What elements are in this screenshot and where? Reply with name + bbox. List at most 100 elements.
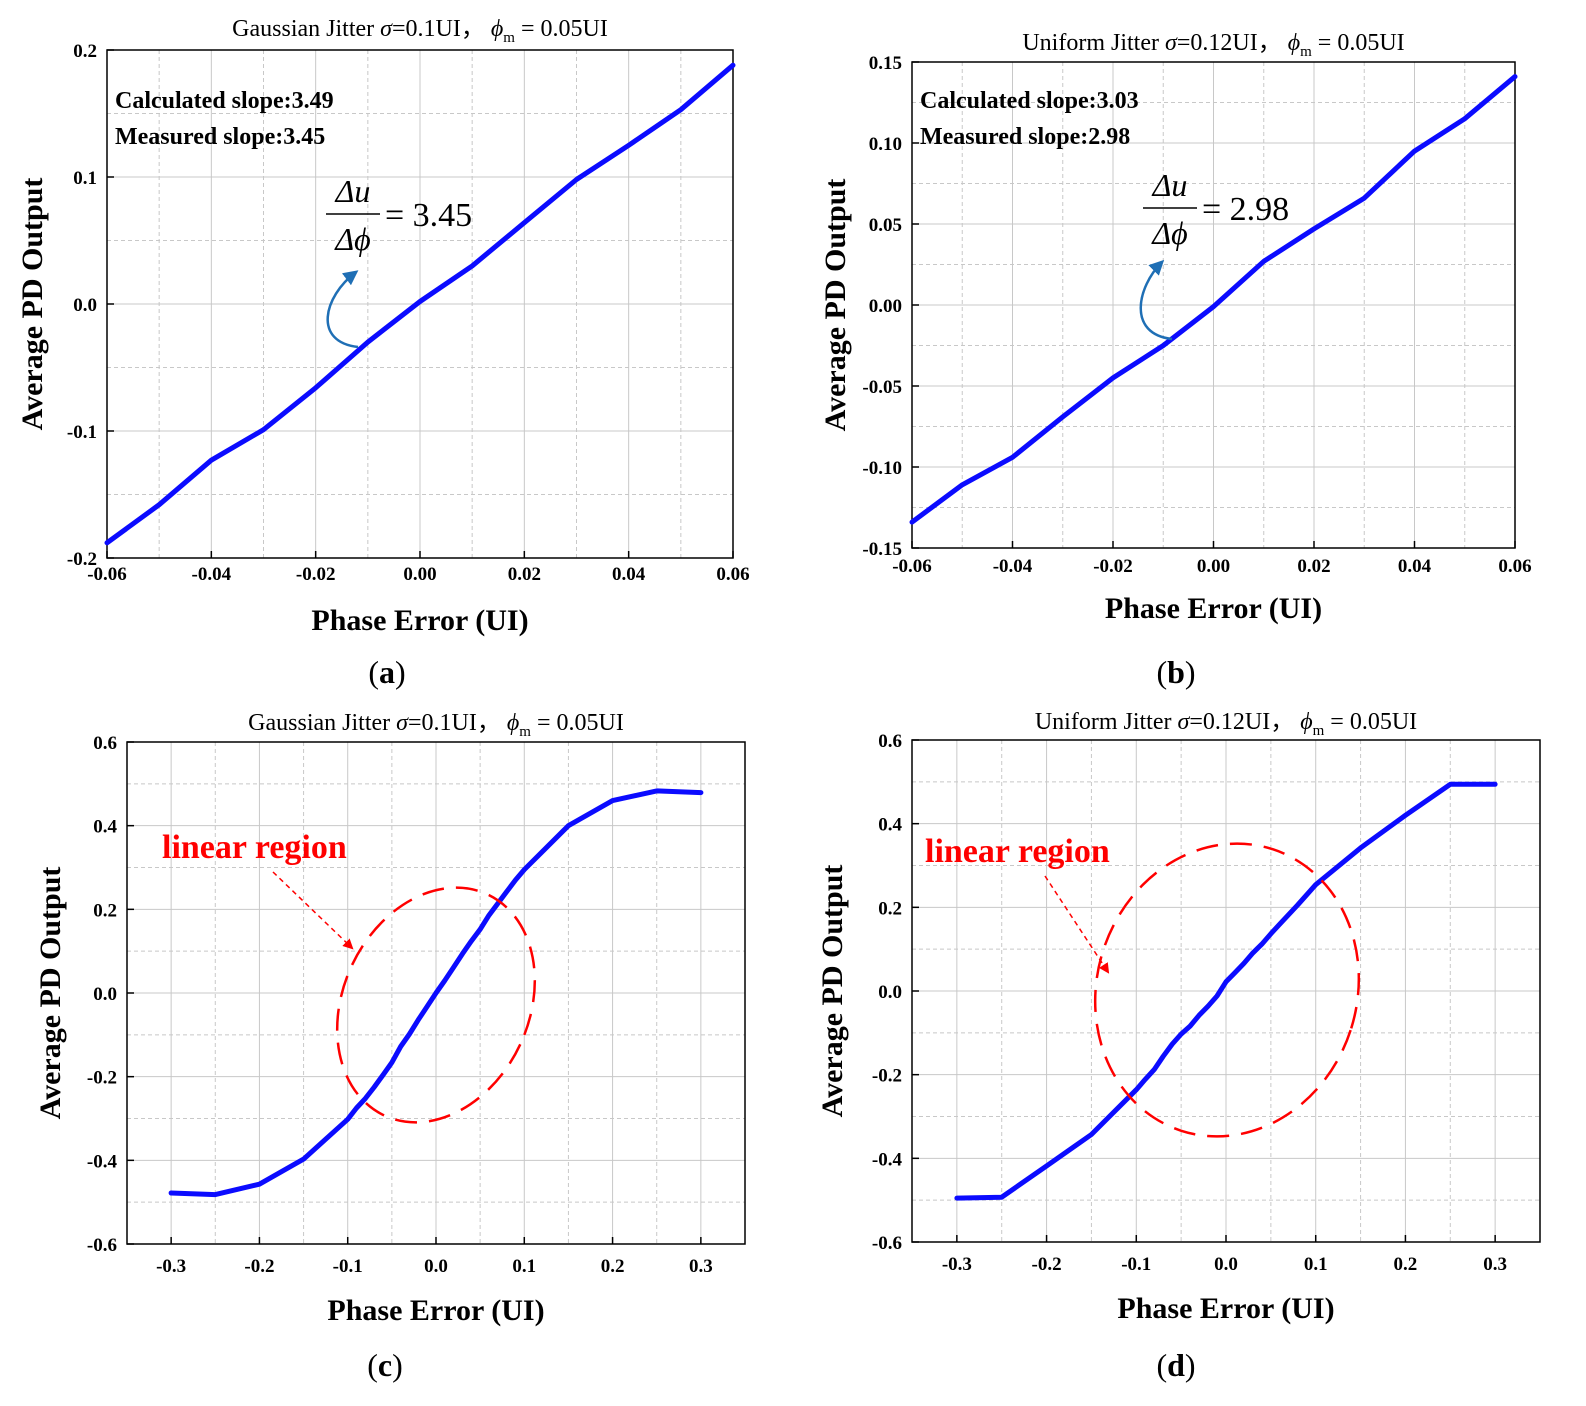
panel-paren: ) [1185, 1347, 1196, 1383]
y-tick-label: 0.4 [93, 817, 117, 838]
y-axis-title: Average PD Output [16, 178, 49, 431]
chart-title-phi-sub: m [1313, 723, 1325, 739]
y-tick-label: 0.2 [73, 41, 97, 62]
formula-value: = 3.45 [385, 197, 472, 234]
linear-region-arrow-icon [272, 871, 354, 950]
x-tick-label: 0.1 [512, 1256, 536, 1277]
x-tick-label: 0.06 [716, 564, 749, 585]
y-tick-label: 0.1 [73, 168, 97, 189]
x-tick-label: 0.04 [612, 564, 646, 585]
x-tick-label: 0.2 [1394, 1254, 1418, 1275]
y-tick-label: 0.2 [878, 898, 902, 919]
grid [127, 742, 745, 1244]
chart-title-phi-sub: m [519, 724, 531, 740]
linear-region-label: linear region [162, 829, 347, 866]
series-points [171, 790, 701, 1195]
ticks: -0.3 -0.2 -0.1 0.0 0.1 0.2 0.3 -0.6 -0.4 -0.2 0.0 0… [872, 731, 1507, 1275]
y-tick-label: -0.6 [872, 1233, 902, 1254]
chart-title-phi: ϕ [1300, 709, 1312, 735]
panel-paren: ( [1156, 1347, 1167, 1383]
panel-paren: ( [1156, 654, 1167, 690]
panel-letter: a [379, 654, 395, 690]
x-tick-label: 0.3 [689, 1256, 713, 1277]
y-tick-label: 0.6 [878, 731, 902, 752]
panel-label: (d) [1156, 1347, 1195, 1383]
formula-value: = 2.98 [1202, 191, 1289, 228]
chart-title-prefix: Uniform Jitter [1035, 709, 1178, 735]
x-tick-label: -0.04 [192, 564, 232, 585]
y-tick-label: 0.10 [869, 134, 902, 155]
y-tick-label: -0.2 [67, 549, 97, 570]
formula-denominator: Δϕ [333, 221, 370, 257]
x-axis-title: Phase Error (UI) [1105, 592, 1322, 625]
y-tick-label: -0.15 [862, 539, 902, 560]
ticks: -0.06 -0.04 -0.02 0.00 0.02 0.04 0.06 -0.15 -0.1… [862, 53, 1531, 577]
panel-paren: ) [395, 654, 406, 690]
y-axis-title: Average PD Output [816, 865, 849, 1118]
linear-region-label: linear region [925, 833, 1110, 870]
chart-title-prefix: Gaussian Jitter [248, 710, 396, 736]
panel-paren: ( [368, 654, 379, 690]
formula-denominator: Δϕ [1150, 215, 1187, 251]
chart-c: -0.3 -0.2 -0.1 0.0 0.1 0.2 0.3 -0.6 -0.4 -0.2 0.0 0… [34, 710, 746, 1327]
x-tick-label: 0.06 [1498, 556, 1531, 577]
x-axis-title: Phase Error (UI) [327, 1294, 544, 1327]
measured-slope: Measured slope:3.45 [115, 124, 325, 150]
y-tick-label: -0.4 [872, 1149, 903, 1170]
chart-title-phi-value: = 0.05UI [1312, 30, 1405, 56]
chart-title: Gaussian Jitter σ=0.1UI， ϕm = 0.05UI [232, 16, 608, 46]
panel-letter: b [1167, 654, 1185, 690]
y-tick-label: -0.4 [87, 1151, 118, 1172]
slope-arrow-icon [1139, 259, 1173, 341]
x-tick-label: -0.02 [296, 564, 336, 585]
chart-title-phi: ϕ [491, 16, 503, 42]
y-tick-label: 0.05 [869, 215, 902, 236]
panel-paren: ( [367, 1347, 378, 1383]
x-tick-label: 0.00 [403, 564, 436, 585]
y-tick-label: -0.1 [67, 422, 97, 443]
x-tick-label: 0.04 [1398, 556, 1432, 577]
x-tick-label: 0.02 [508, 564, 541, 585]
linear-region-ellipse [1093, 842, 1361, 1138]
slope-arrow-icon [326, 270, 359, 349]
x-tick-label: -0.04 [993, 556, 1033, 577]
series-points [956, 784, 1496, 1199]
chart-title-sigma: σ [380, 16, 393, 42]
y-tick-label: 0.0 [73, 295, 97, 316]
x-tick-label: -0.02 [1093, 556, 1133, 577]
x-tick-label: 0.02 [1297, 556, 1330, 577]
panel-label: (c) [367, 1347, 403, 1383]
formula-numerator: Δu [334, 173, 371, 209]
series-points [106, 65, 734, 543]
chart-title-sigma-value: =0.1UI， [408, 710, 507, 736]
chart-title-prefix: Uniform Jitter [1022, 30, 1165, 56]
chart-title-sigma: σ [1165, 30, 1178, 56]
x-tick-label: -0.06 [87, 564, 127, 585]
calculated-slope: Calculated slope:3.03 [920, 88, 1139, 114]
panel-letter: c [378, 1347, 392, 1383]
chart-title-sigma-value: =0.12UI， [1177, 30, 1288, 56]
panel-paren: ) [392, 1347, 403, 1383]
chart-title-phi-value: = 0.05UI [515, 16, 608, 42]
x-tick-label: -0.06 [892, 556, 932, 577]
chart-title-phi-sub: m [503, 30, 515, 46]
calculated-slope: Calculated slope:3.49 [115, 88, 334, 114]
chart-title: Uniform Jitter σ=0.12UI， ϕm = 0.05UI [1022, 30, 1404, 60]
y-tick-label: 0.6 [93, 733, 117, 754]
chart-title-phi-value: = 0.05UI [531, 710, 624, 736]
chart-title-prefix: Gaussian Jitter [232, 16, 380, 42]
y-tick-label: 0.00 [869, 296, 902, 317]
chart-title-sigma-value: =0.12UI， [1189, 709, 1300, 735]
x-tick-label: -0.2 [1032, 1254, 1062, 1275]
x-tick-label: -0.3 [942, 1254, 972, 1275]
x-tick-label: 0.00 [1197, 556, 1230, 577]
chart-title-sigma-value: =0.1UI， [392, 16, 491, 42]
formula-numerator: Δu [1151, 167, 1188, 203]
chart-title: Gaussian Jitter σ=0.1UI， ϕm = 0.05UI [248, 710, 624, 740]
x-axis-title: Phase Error (UI) [311, 604, 528, 637]
y-tick-label: -0.2 [87, 1068, 117, 1089]
y-tick-label: -0.05 [862, 377, 902, 398]
grid [912, 62, 1515, 548]
ticks: -0.06 -0.04 -0.02 0.00 0.02 0.04 0.06 -0.2 -0.1 0… [67, 41, 750, 585]
y-axis-title: Average PD Output [819, 179, 852, 432]
